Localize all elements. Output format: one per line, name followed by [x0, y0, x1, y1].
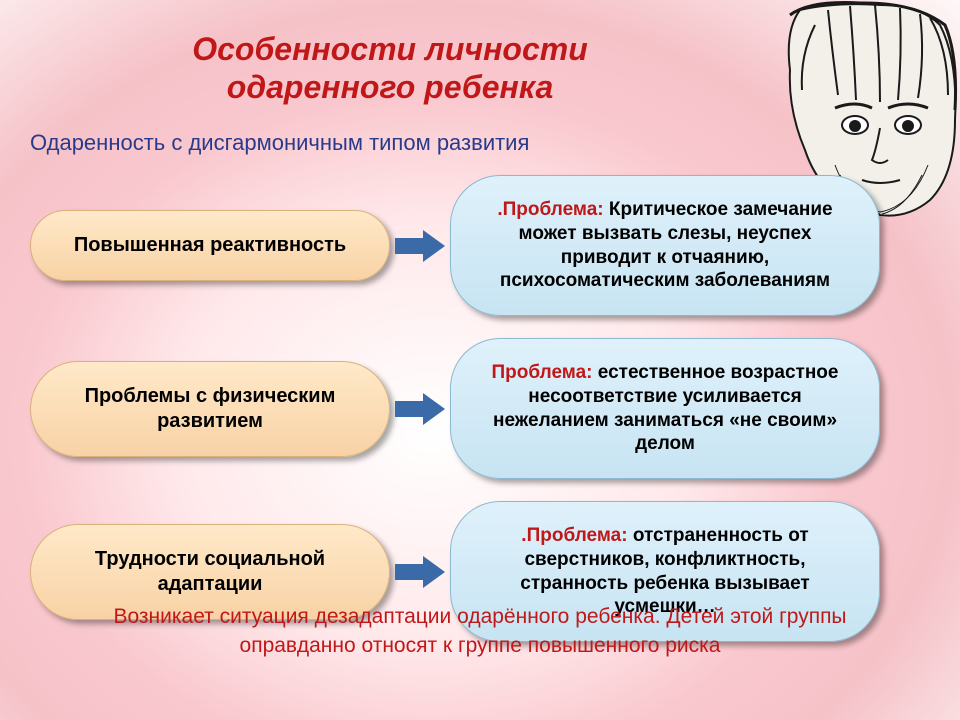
- slide-title: Особенности личности одаренного ребенка: [0, 30, 780, 107]
- title-line-2: одаренного ребенка: [227, 69, 553, 105]
- diagram-row: Повышенная реактивность .Проблема: Крити…: [30, 175, 930, 316]
- feature-pill: Проблемы с физическим развитием: [30, 361, 390, 457]
- diagram-row: Проблемы с физическим развитием Проблема…: [30, 338, 930, 479]
- slide-subtitle: Одаренность с дисгармоничным типом разви…: [30, 130, 529, 156]
- problem-label: Проблема:: [492, 362, 593, 383]
- title-line-1: Особенности личности: [192, 31, 588, 67]
- diagram-rows: Повышенная реактивность .Проблема: Крити…: [30, 175, 930, 664]
- feature-text: Трудности социальной адаптации: [95, 548, 325, 595]
- problem-label: .Проблема:: [521, 525, 627, 546]
- problem-label: .Проблема:: [497, 199, 603, 220]
- arrow-icon: [390, 391, 450, 427]
- feature-text: Повышенная реактивность: [74, 234, 346, 256]
- footer-text: Возникает ситуация дезадаптации одарённо…: [60, 603, 900, 660]
- arrow-icon: [390, 554, 450, 590]
- problem-pill: Проблема: естественное возрастное несоот…: [450, 338, 880, 479]
- feature-text: Проблемы с физическим развитием: [85, 385, 336, 432]
- feature-pill: Повышенная реактивность: [30, 210, 390, 281]
- problem-pill: .Проблема: Критическое замечание может в…: [450, 175, 880, 316]
- arrow-icon: [390, 228, 450, 264]
